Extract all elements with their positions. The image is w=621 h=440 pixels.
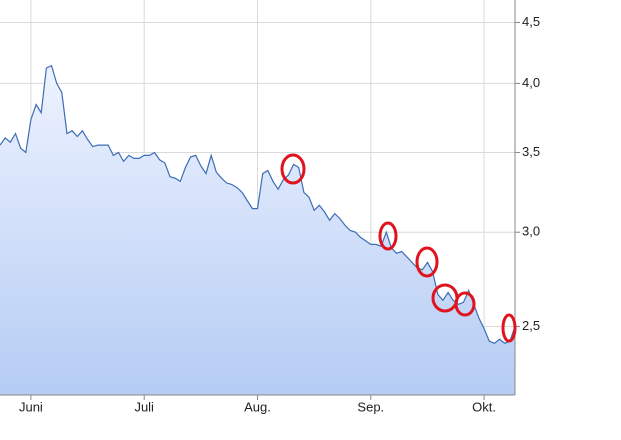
highlight-circle xyxy=(378,221,398,251)
y-tick-label: 3,0 xyxy=(522,224,540,239)
y-tick-label: 4,5 xyxy=(522,14,540,29)
x-tick-label: Juni xyxy=(19,399,43,414)
line xyxy=(0,64,516,344)
highlight-circle xyxy=(501,313,517,343)
y-tick-label: 4,0 xyxy=(522,75,540,90)
x-tick-label: Aug. xyxy=(244,399,271,414)
x-tick-label: Juli xyxy=(134,399,154,414)
area xyxy=(0,65,515,395)
y-tick-label: 2,5 xyxy=(522,318,540,333)
highlight-circle xyxy=(280,153,306,185)
highlight-circles xyxy=(280,153,517,343)
highlight-circle xyxy=(454,291,476,317)
highlight-circle xyxy=(415,246,439,278)
x-tick-label: Okt. xyxy=(472,399,496,414)
y-tick-label: 3,5 xyxy=(522,144,540,159)
x-tick-label: Sep. xyxy=(357,399,384,414)
